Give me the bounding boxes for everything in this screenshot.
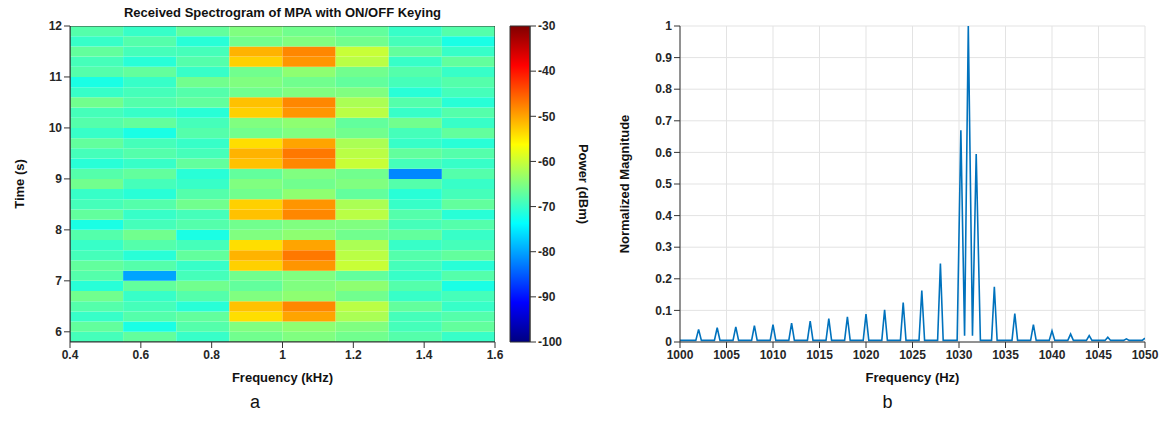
svg-text:12: 12	[49, 19, 63, 33]
svg-text:1: 1	[665, 19, 672, 33]
svg-text:0.9: 0.9	[655, 51, 672, 65]
svg-text:0.8: 0.8	[655, 82, 672, 96]
svg-text:1.4: 1.4	[416, 348, 433, 362]
svg-text:1010: 1010	[760, 348, 787, 362]
svg-text:0.7: 0.7	[655, 114, 672, 128]
svg-text:0.6: 0.6	[132, 348, 149, 362]
svg-text:-60: -60	[538, 155, 556, 169]
svg-text:-100: -100	[538, 335, 562, 349]
svg-text:-70: -70	[538, 200, 556, 214]
svg-text:8: 8	[55, 223, 62, 237]
html-text:Received Spectrogram of MPA wi: Received Spectrogram of MPA with ON/OFF …	[123, 5, 441, 20]
svg-text:1000: 1000	[667, 348, 694, 362]
svg-text:Time (s): Time (s)	[12, 159, 27, 209]
svg-text:11: 11	[49, 70, 62, 84]
svg-text:-30: -30	[538, 19, 556, 33]
svg-text:0.5: 0.5	[655, 177, 672, 191]
svg-text:1: 1	[279, 348, 286, 362]
svg-text:7: 7	[55, 274, 62, 288]
svg-text:1020: 1020	[853, 348, 880, 362]
svg-text:0.2: 0.2	[655, 272, 672, 286]
svg-text:0.4: 0.4	[655, 209, 672, 223]
svg-text:-40: -40	[538, 64, 556, 78]
svg-text:0.3: 0.3	[655, 240, 672, 254]
svg-text:0.8: 0.8	[203, 348, 220, 362]
svg-text:Frequency (kHz): Frequency (kHz)	[232, 370, 333, 385]
svg-text:Normalized Magnitude: Normalized Magnitude	[617, 115, 632, 254]
html-text:a: a	[250, 392, 260, 412]
svg-text:-90: -90	[538, 290, 556, 304]
svg-text:0.6: 0.6	[655, 146, 672, 160]
svg-text:1.6: 1.6	[487, 348, 504, 362]
svg-text:1045: 1045	[1085, 348, 1112, 362]
svg-text:-50: -50	[538, 110, 556, 124]
svg-text:1040: 1040	[1039, 348, 1066, 362]
svg-text:1005: 1005	[713, 348, 740, 362]
svg-text:0: 0	[665, 335, 672, 349]
svg-text:10: 10	[49, 121, 63, 135]
svg-text:1030: 1030	[946, 348, 973, 362]
svg-text:1015: 1015	[806, 348, 833, 362]
svg-text:1035: 1035	[992, 348, 1019, 362]
svg-text:1050: 1050	[1132, 348, 1159, 362]
svg-text:6: 6	[55, 325, 62, 339]
svg-text:9: 9	[55, 172, 62, 186]
svg-text:1.2: 1.2	[345, 348, 362, 362]
svg-text:Frequency (Hz): Frequency (Hz)	[866, 370, 960, 385]
svg-text:-80: -80	[538, 245, 556, 259]
svg-text:Power (dBm): Power (dBm)	[576, 144, 591, 224]
svg-text:1025: 1025	[899, 348, 926, 362]
html-text:b: b	[882, 392, 893, 412]
svg-text:0.1: 0.1	[655, 304, 672, 318]
svg-text:0.4: 0.4	[62, 348, 79, 362]
